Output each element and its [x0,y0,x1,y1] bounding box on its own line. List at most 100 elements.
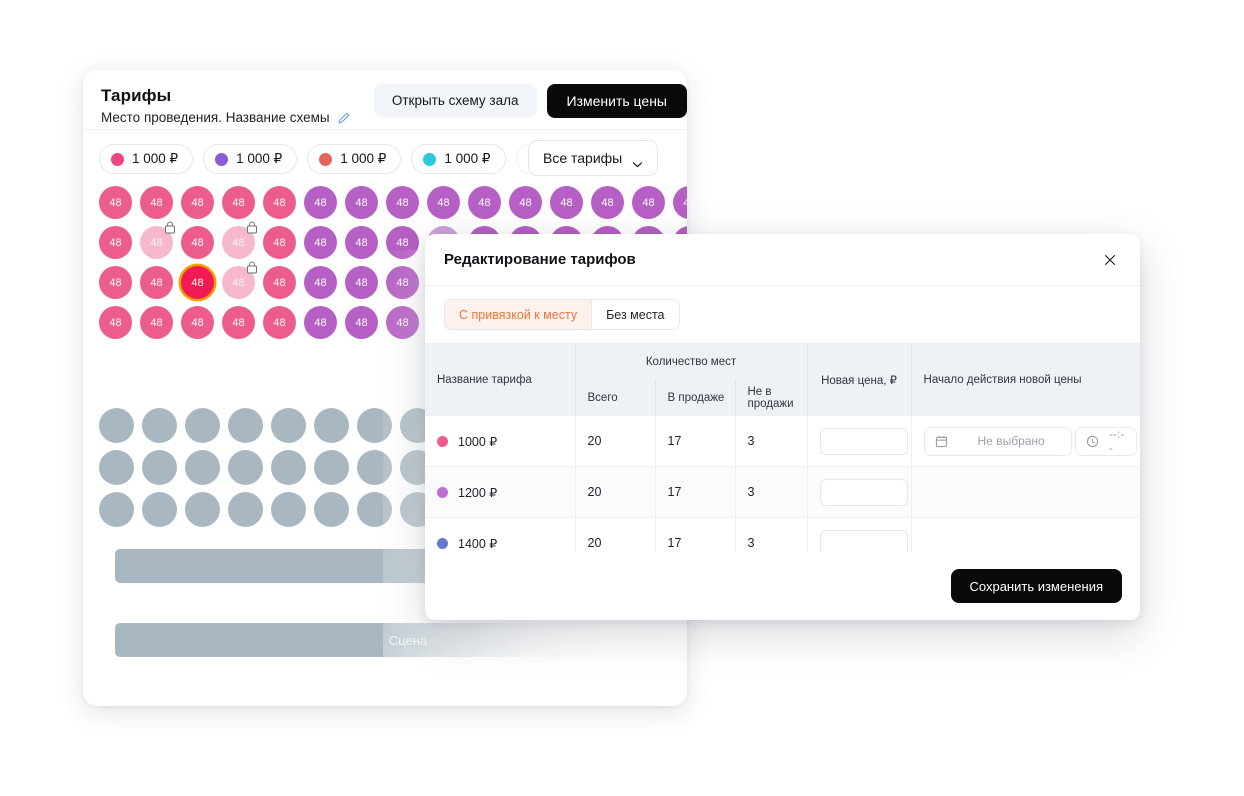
seat[interactable]: 48 [263,306,296,339]
grey-seat[interactable] [357,492,392,527]
seat[interactable]: 48 [345,226,378,259]
table-row: 1200 ₽ 20 17 3 [425,466,1140,518]
tariff-color-dot [437,435,448,447]
seat[interactable]: 48 [140,186,173,219]
th-name: Название тарифа [425,344,575,416]
seat[interactable]: 48 [345,306,378,339]
seat[interactable]: 48 [222,306,255,339]
seat[interactable]: 48 [181,186,214,219]
page-header: Тарифы Место проведения. Название схемы … [83,70,687,130]
seat[interactable]: 48 [468,186,501,219]
tariff-chip-2[interactable]: 1 000 ₽ [307,144,402,174]
save-changes-button[interactable]: Сохранить изменения [950,569,1122,603]
tariffs-table-scroll[interactable]: Название тарифа Количество мест Новая це… [425,344,1140,566]
seat[interactable]: 48 [304,306,337,339]
seat-number: 48 [437,196,450,209]
seat[interactable]: 48 [632,186,665,219]
tariff-chip-3[interactable]: 1 000 ₽ [411,144,506,174]
tariff-name-label: 1200 ₽ [458,485,498,500]
grey-seat[interactable] [142,408,177,443]
seat[interactable]: 48 [345,186,378,219]
open-scheme-button[interactable]: Открыть схему зала [373,84,537,117]
all-tariffs-dropdown[interactable]: Все тарифы [528,140,659,176]
seat-number: 48 [232,196,245,209]
tariff-legend: 1 000 ₽1 000 ₽1 000 ₽1 000 ₽1 00Все тари… [83,130,687,186]
grey-seat[interactable] [99,408,134,443]
new-price-input[interactable] [819,478,908,506]
grey-seat[interactable] [99,450,134,485]
seat[interactable]: 48 [345,266,378,299]
new-price-input[interactable] [819,427,908,455]
seat[interactable]: 48 [550,186,583,219]
tariff-chip-0[interactable]: 1 000 ₽ [99,144,194,174]
change-prices-button[interactable]: Изменить цены [546,84,687,118]
seat[interactable]: 48 [386,186,419,219]
grey-seat[interactable] [142,492,177,527]
seat[interactable]: 48 [304,186,337,219]
seat[interactable]: 48 [140,306,173,339]
seat[interactable]: 48 [222,221,257,259]
chevron-down-icon [632,155,643,167]
start-time-picker[interactable]: --:-- [1075,426,1137,456]
seat[interactable]: 48 [591,186,624,219]
grey-seat[interactable] [185,492,220,527]
tab-without-seat[interactable]: Без места [591,300,679,329]
seat-number: 48 [560,196,573,209]
seat-number: 48 [273,316,286,329]
pencil-icon[interactable] [337,111,351,125]
seat[interactable]: 48 [99,226,132,259]
grey-seat[interactable] [271,492,306,527]
seat[interactable]: 48 [99,266,132,299]
seat[interactable]: 48 [140,266,173,299]
seat[interactable]: 48 [263,266,296,299]
page-subtitle-text: Место проведения. Название схемы [101,110,330,125]
grey-seat[interactable] [271,408,306,443]
grey-seat[interactable] [314,492,349,527]
seat[interactable]: 48 [509,186,542,219]
seat[interactable]: 48 [304,266,337,299]
seat[interactable]: 48 [181,306,214,339]
grey-seat[interactable] [314,408,349,443]
seat[interactable]: 48 [99,186,132,219]
grey-seat[interactable] [228,408,263,443]
seat-number: 48 [355,196,368,209]
calendar-icon [935,435,948,448]
grey-seat[interactable] [357,450,392,485]
seat-number: 48 [314,196,327,209]
seat[interactable]: 48 [673,186,687,219]
seat[interactable]: 48 [99,306,132,339]
close-icon[interactable] [1098,248,1122,272]
grey-seat[interactable] [271,450,306,485]
seat[interactable]: 48 [386,226,419,259]
seat[interactable]: 48 [222,186,255,219]
seat[interactable]: 48 [263,226,296,259]
seat[interactable]: 48 [263,186,296,219]
tab-with-seat[interactable]: С привязкой к месту [445,300,592,329]
seat[interactable]: 48 [181,226,214,259]
seat[interactable]: 48 [427,186,460,219]
seat[interactable]: 48 [181,266,214,299]
tab-group: С привязкой к месту Без места [444,299,680,330]
seat[interactable]: 48 [222,261,257,299]
start-date-picker[interactable]: Не выбрано [923,426,1072,456]
seat[interactable]: 48 [386,266,419,299]
seat-number: 48 [355,236,368,249]
grey-seat[interactable] [185,408,220,443]
th-start-date: Начало действия новой цены [910,344,1140,416]
grey-seat[interactable] [185,450,220,485]
seat-number: 48 [396,276,409,289]
seat[interactable]: 48 [304,226,337,259]
grey-seat[interactable] [99,492,134,527]
grey-seat[interactable] [314,450,349,485]
all-tariffs-label: Все тарифы [543,150,623,166]
tariff-chip-label: 1 000 ₽ [132,151,179,166]
tariff-chip-1[interactable]: 1 000 ₽ [203,144,298,174]
grey-seat[interactable] [228,450,263,485]
seat[interactable]: 48 [140,221,175,259]
grey-seat[interactable] [357,408,392,443]
grey-seat[interactable] [142,450,177,485]
seat-number: 48 [109,276,122,289]
seat[interactable]: 48 [386,306,419,339]
grey-seat[interactable] [228,492,263,527]
